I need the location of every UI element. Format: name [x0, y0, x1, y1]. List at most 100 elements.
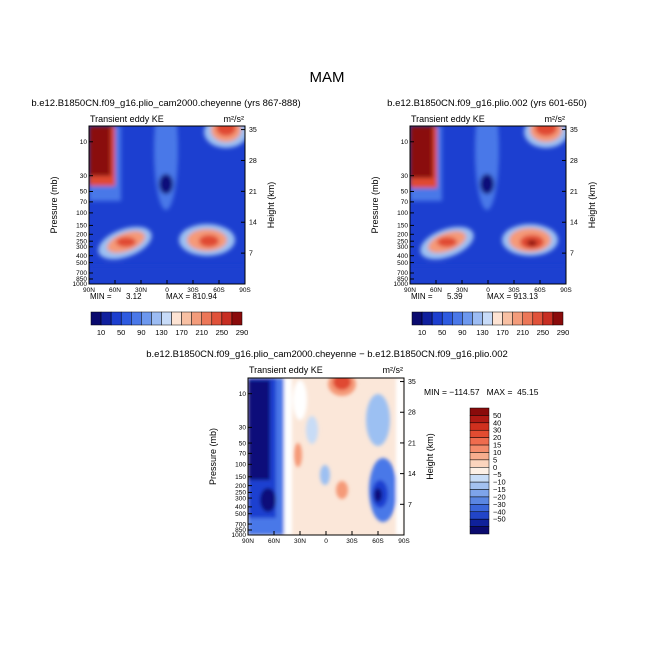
panel-b-colorbar-label: 90 — [458, 328, 466, 337]
panel-a-colorbar-swatch — [231, 311, 243, 326]
panel-a: b.e12.B1850CN.f09_g16.plio_cam2000.cheye… — [31, 98, 300, 337]
panel-b-y-tick-label: 250 — [397, 238, 408, 245]
panel-b-colorbar-swatch — [512, 311, 523, 326]
panel-b-colorbar-swatch — [431, 311, 443, 326]
panel-a-colorbar-swatch — [211, 311, 223, 326]
panel-c-colorbar-label: −20 — [493, 492, 506, 501]
panel-a-colorbar-swatch — [100, 311, 112, 326]
panel-c-colorbar-swatch — [469, 422, 490, 431]
panel-c-colorbar-swatch — [469, 504, 490, 513]
panel-a-x-tick-label: 60N — [109, 287, 121, 294]
panel-a-y-tick-label: 700 — [76, 270, 87, 277]
panel-c-minmax: MIN = −114.57 MAX = 45.15 — [424, 387, 539, 397]
panel-c-colorbar-swatch — [469, 407, 490, 416]
panel-a-colorbar-label: 210 — [195, 328, 208, 337]
panel-b-y-tick-label: 50 — [401, 189, 409, 196]
panel-a-y-tick-label: 50 — [80, 189, 88, 196]
panel-b-colorbar-swatch — [452, 311, 463, 326]
panel-c-y-tick-label: 500 — [235, 511, 246, 518]
panel-c-colorbar-label: 40 — [493, 418, 501, 427]
panel-a-min-label: MIN = — [90, 292, 112, 301]
panel-b-colorbar-swatch — [482, 311, 493, 326]
panel-a-colorbar-label: 10 — [97, 328, 105, 337]
panel-b-max: MAX = 913.13 — [487, 292, 538, 301]
panel-a-colorbar-label: 130 — [155, 328, 168, 337]
panel-a-colorbar-swatch — [90, 311, 102, 326]
panel-b-left-label: Transient eddy KE — [411, 114, 485, 124]
panel-b-y-tick-label: 700 — [397, 270, 408, 277]
panel-b-field — [410, 126, 566, 284]
panel-a-y2-tick-label: 21 — [249, 189, 257, 196]
panel-a-colorbar-swatch — [221, 311, 233, 326]
panel-a-y-tick-label: 250 — [76, 238, 87, 245]
panel-a-colorbar-label: 50 — [117, 328, 125, 337]
panel-c-colorbar-swatch — [469, 415, 490, 424]
panel-b-y2label: Height (km) — [587, 182, 597, 229]
panel-c-y-tick-label: 400 — [235, 504, 246, 511]
panel-c-y-tick-label: 200 — [235, 483, 246, 490]
panel-c-colorbar-swatch — [469, 444, 490, 453]
panel-c-colorbar-label: 50 — [493, 411, 501, 420]
panel-a-colorbar-swatch — [141, 311, 152, 326]
panel-a-y-tick-label: 70 — [80, 199, 88, 206]
panel-c-colorbar-label: 30 — [493, 426, 501, 435]
panel-b-colorbar-swatch — [542, 311, 554, 326]
panel-b-y-tick-label: 1000 — [394, 281, 409, 288]
panel-c-colorbar-label: 15 — [493, 441, 501, 450]
panel-a-colorbar-swatch — [161, 311, 172, 326]
panel-b-colorbar-swatch — [502, 311, 513, 326]
panel-c-y-tick-label: 300 — [235, 495, 246, 502]
panel-c-y-tick-label: 70 — [239, 451, 247, 458]
panel-b-y2-tick-label: 14 — [570, 220, 578, 227]
panel-b-x-tick-label: 60N — [430, 287, 442, 294]
panel-b-colorbar-swatch — [462, 311, 473, 326]
panel-b-y-tick-label: 30 — [401, 173, 409, 180]
panel-a-y-tick-label: 150 — [76, 223, 87, 230]
panel-c-colorbar-swatch — [469, 437, 490, 446]
panel-a-title: b.e12.B1850CN.f09_g16.plio_cam2000.cheye… — [31, 98, 300, 109]
panel-c-colorbar-swatch — [469, 489, 490, 498]
panel-a-colorbar-swatch — [151, 311, 162, 326]
panel-b-y2-tick-label: 28 — [570, 158, 578, 165]
panel-c-colorbar-swatch — [469, 452, 490, 461]
panel-a-units: m²/s² — [224, 114, 245, 124]
panel-b-colorbar-swatch — [411, 311, 423, 326]
panel-a-ylabel: Pressure (mb) — [49, 176, 59, 233]
panel-b-colorbar-label: 210 — [516, 328, 529, 337]
panel-c-colorbar-swatch — [469, 511, 490, 520]
panel-b-colorbar-swatch — [522, 311, 534, 326]
panel-c-left-label: Transient eddy KE — [249, 365, 323, 375]
panel-b-y2-tick-label: 35 — [570, 127, 578, 134]
panel-b-colorbar-label: 290 — [557, 328, 570, 337]
panel-a-y-tick-label: 1000 — [73, 281, 88, 288]
panel-b-colorbar-label: 170 — [496, 328, 509, 337]
panel-a-colorbar-swatch — [191, 311, 202, 326]
panel-a-y-tick-label: 100 — [76, 210, 87, 217]
panel-c-y2-tick-label: 28 — [408, 410, 416, 417]
panel-b-colorbar-swatch — [472, 311, 483, 326]
panel-c-x-tick-label: 0 — [324, 538, 328, 545]
panel-c-colorbar-label: 0 — [493, 463, 497, 472]
panel-c-colorbar-swatch — [469, 467, 490, 475]
panel-c-y-tick-label: 150 — [235, 474, 246, 481]
panel-a-y2-tick-label: 7 — [249, 251, 253, 258]
panel-a-x-tick-label: 30N — [135, 287, 147, 294]
panel-b-y-tick-label: 850 — [397, 276, 408, 283]
panel-a-y2-tick-label: 14 — [249, 220, 257, 227]
panel-b-x-tick-label: 30N — [456, 287, 468, 294]
panel-b-y-tick-label: 150 — [397, 223, 408, 230]
panel-b-y-tick-label: 10 — [401, 139, 409, 146]
panel-c-x-tick-label: 90S — [398, 538, 410, 545]
panel-c-y-tick-label: 700 — [235, 521, 246, 528]
panel-a-colorbar-label: 250 — [216, 328, 229, 337]
panel-b-min-value: 5.39 — [447, 292, 463, 301]
panel-a-y-tick-label: 200 — [76, 231, 87, 238]
panel-a-x-tick-label: 90N — [83, 287, 95, 294]
panel-c-y2-tick-label: 14 — [408, 471, 416, 478]
panel-c-colorbar-label: −50 — [493, 515, 506, 524]
panel-a-y-tick-label: 300 — [76, 244, 87, 251]
panel-c-y2-tick-label: 21 — [408, 440, 416, 447]
panel-c-y-tick-label: 250 — [235, 490, 246, 497]
panel-a-x-tick-label: 90S — [239, 287, 251, 294]
panel-c-y-tick-label: 10 — [239, 391, 247, 398]
